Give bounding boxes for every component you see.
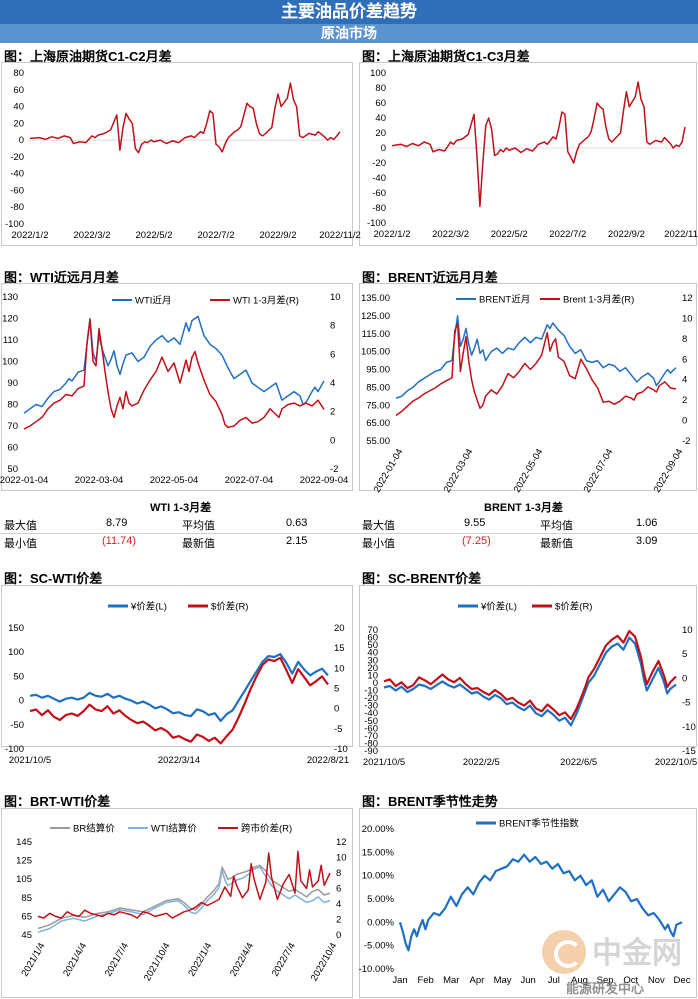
sc_wti-xtick: 2022/3/14 (158, 755, 200, 766)
panel-sc-brent (359, 585, 697, 747)
brent-max-value: 9.55 (464, 517, 486, 529)
chart-title-brent-spread: 图：BRENT近远月月差 (362, 270, 498, 285)
chart-title-wti-spread: 图：WTI近远月月差 (4, 270, 119, 285)
sc_wti-xtick: 2022/8/21 (307, 755, 349, 766)
sc_brent-xtick: 2022/2/5 (463, 757, 500, 768)
wti-avg-value: 0.63 (286, 517, 308, 529)
watermark-logo: 中金网 (542, 928, 692, 978)
chart-title-sc-c1c2: 图：上海原油期货C1-C2月差 (4, 49, 172, 64)
wti-max-label: 最大值 (4, 520, 37, 532)
brent-min-label: 最小值 (362, 538, 395, 550)
brent-stats-table: BRENT 1-3月差 最大值 9.55 平均值 1.06 最小值 (7.25)… (358, 497, 696, 553)
sc_brent-yright-tick: -15 (682, 746, 696, 757)
wti-stats-title: WTI 1-3月差 (150, 502, 212, 514)
logo-text: 中金网 (592, 937, 682, 970)
sc_brent-xtick: 2022/6/5 (560, 757, 597, 768)
panel-sc-c1c3 (359, 62, 697, 246)
chart-title-sc-c1c3: 图：上海原油期货C1-C3月差 (362, 49, 530, 64)
chart-title-brent-seasonal: 图：BRENT季节性走势 (362, 794, 498, 809)
panel-wti-spread (1, 283, 353, 491)
brent-avg-value: 1.06 (636, 517, 658, 529)
brent-latest-label: 最新值 (540, 538, 573, 550)
brent-latest-value: 3.09 (636, 535, 658, 547)
wti-min-value: (11.74) (102, 535, 137, 547)
report-title: 主要油品价差趋势 (0, 0, 698, 24)
wti-latest-value: 2.15 (286, 535, 308, 547)
brent-max-label: 最大值 (362, 520, 395, 532)
wti-min-label: 最小值 (4, 538, 37, 550)
wti-latest-label: 最新值 (182, 538, 215, 550)
panel-brt-wti (1, 808, 353, 998)
brent-stats-title: BRENT 1-3月差 (484, 502, 563, 514)
sc_wti-xtick: 2021/10/5 (9, 755, 51, 766)
panel-sc-c1c2 (1, 62, 353, 246)
logo-swirl-icon (554, 940, 582, 968)
wti-stats-table: WTI 1-3月差 最大值 8.79 平均值 0.63 最小值 (11.74) … (0, 497, 352, 553)
sc_brent-xtick: 2022/10/5 (655, 757, 697, 768)
sc_brent-yleft-tick: -90 (364, 746, 378, 757)
chart-title-sc-brent: 图：SC-BRENT价差 (362, 571, 482, 586)
panel-sc-wti (1, 585, 353, 747)
panel-brent-spread (359, 283, 697, 491)
brent-min-value: (7.25) (462, 535, 491, 547)
chart-title-brt-wti: 图：BRT-WTI价差 (4, 794, 111, 809)
wechat-watermark: 能源研发中心 (566, 981, 645, 996)
section-subtitle: 原油市场 (0, 24, 698, 43)
stats-divider (0, 533, 698, 534)
wti-avg-label: 平均值 (182, 520, 215, 532)
chart-title-sc-wti: 图：SC-WTI价差 (4, 571, 103, 586)
wti-max-value: 8.79 (106, 517, 128, 529)
brent-avg-label: 平均值 (540, 520, 573, 532)
sc_brent-xtick: 2021/10/5 (363, 757, 405, 768)
